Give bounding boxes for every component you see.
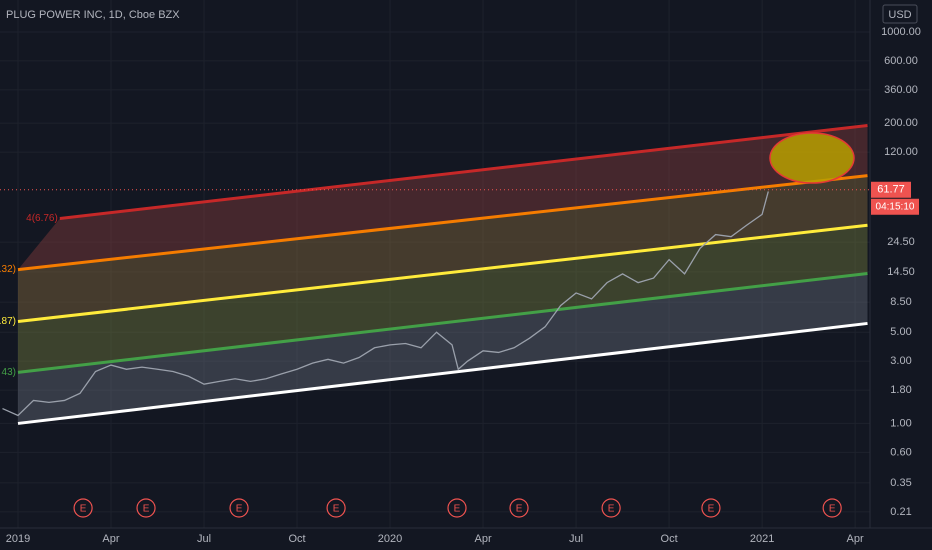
y-tick-label: 360.00 [884,84,918,96]
y-tick-label: 24.50 [887,236,915,248]
chart-title: PLUG POWER INC, 1D, Cboe BZX [6,9,180,21]
countdown-label: 04:15:10 [876,201,915,212]
currency: USD [888,9,911,21]
last-price-box [871,181,911,198]
channel-line [17,271,868,374]
earnings-label: E [236,504,243,515]
channel-band [17,273,868,424]
earnings-label: E [516,504,523,515]
y-tick-label: 120.00 [884,146,918,158]
x-tick-label: Jul [569,533,583,545]
x-tick-label: Apr [474,533,491,545]
channel-line [17,174,868,272]
earnings-label: E [143,504,150,515]
earnings-marker [601,498,621,518]
earnings-label: E [454,504,461,515]
earnings-marker [822,498,842,518]
earnings-marker [73,498,93,518]
y-tick-label: 600.00 [884,55,918,67]
y-tick-label: 0.60 [890,446,911,458]
currency-box [882,4,918,24]
channel-line [17,223,868,324]
y-tick-label: 5.00 [890,326,911,338]
y-tick-label: 1000.00 [881,26,921,38]
y-tick-label: 8.50 [890,296,911,308]
earnings-label: E [608,504,615,515]
earnings-marker [701,498,721,518]
price-line [2,191,769,417]
level-label: 43) [2,367,16,378]
y-tick-label: 200.00 [884,117,918,129]
earnings-marker [447,498,467,518]
channel-band [17,225,868,373]
channel-band [17,175,868,322]
x-tick-label: 2021 [750,533,774,545]
x-tick-label: Apr [102,533,119,545]
y-tick-label: 0.21 [890,506,911,518]
channel-line [17,321,868,425]
x-tick-label: 2019 [6,533,30,545]
channel-band [17,125,868,270]
level-label: 4(6.76) [26,213,58,224]
y-tick-label: 3.00 [890,355,911,367]
earnings-marker [326,498,346,518]
level-label: (3.87) [0,316,16,327]
earnings-label: E [333,504,340,515]
x-tick-label: Oct [661,533,678,545]
earnings-label: E [829,504,836,515]
x-tick-label: 2020 [378,533,402,545]
x-tick-label: Jul [197,533,211,545]
level-label: 3(5.32) [0,264,16,275]
y-tick-label: 0.35 [890,477,911,489]
y-tick-label: 14.50 [887,266,915,278]
earnings-marker [509,498,529,518]
earnings-marker [229,498,249,518]
x-tick-label: Oct [288,533,305,545]
channel-line [59,124,868,220]
last-price-label: 61.77 [877,184,905,196]
highlight-ellipse [769,132,855,184]
countdown-box [871,198,919,215]
y-tick-label: 1.80 [890,384,911,396]
earnings-label: E [80,504,87,515]
x-tick-label: Apr [847,533,864,545]
earnings-label: E [708,504,715,515]
y-tick-label: 1.00 [890,417,911,429]
earnings-marker [136,498,156,518]
